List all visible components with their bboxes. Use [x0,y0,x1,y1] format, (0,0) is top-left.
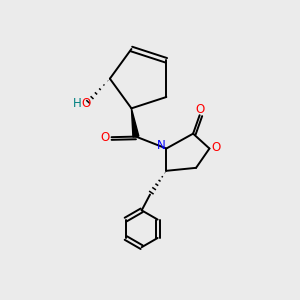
Text: O: O [212,140,220,154]
Text: N: N [157,139,165,152]
Text: H: H [73,97,82,110]
Text: O: O [195,103,204,116]
Text: O: O [81,97,90,110]
Polygon shape [131,108,139,137]
Text: O: O [100,131,109,144]
